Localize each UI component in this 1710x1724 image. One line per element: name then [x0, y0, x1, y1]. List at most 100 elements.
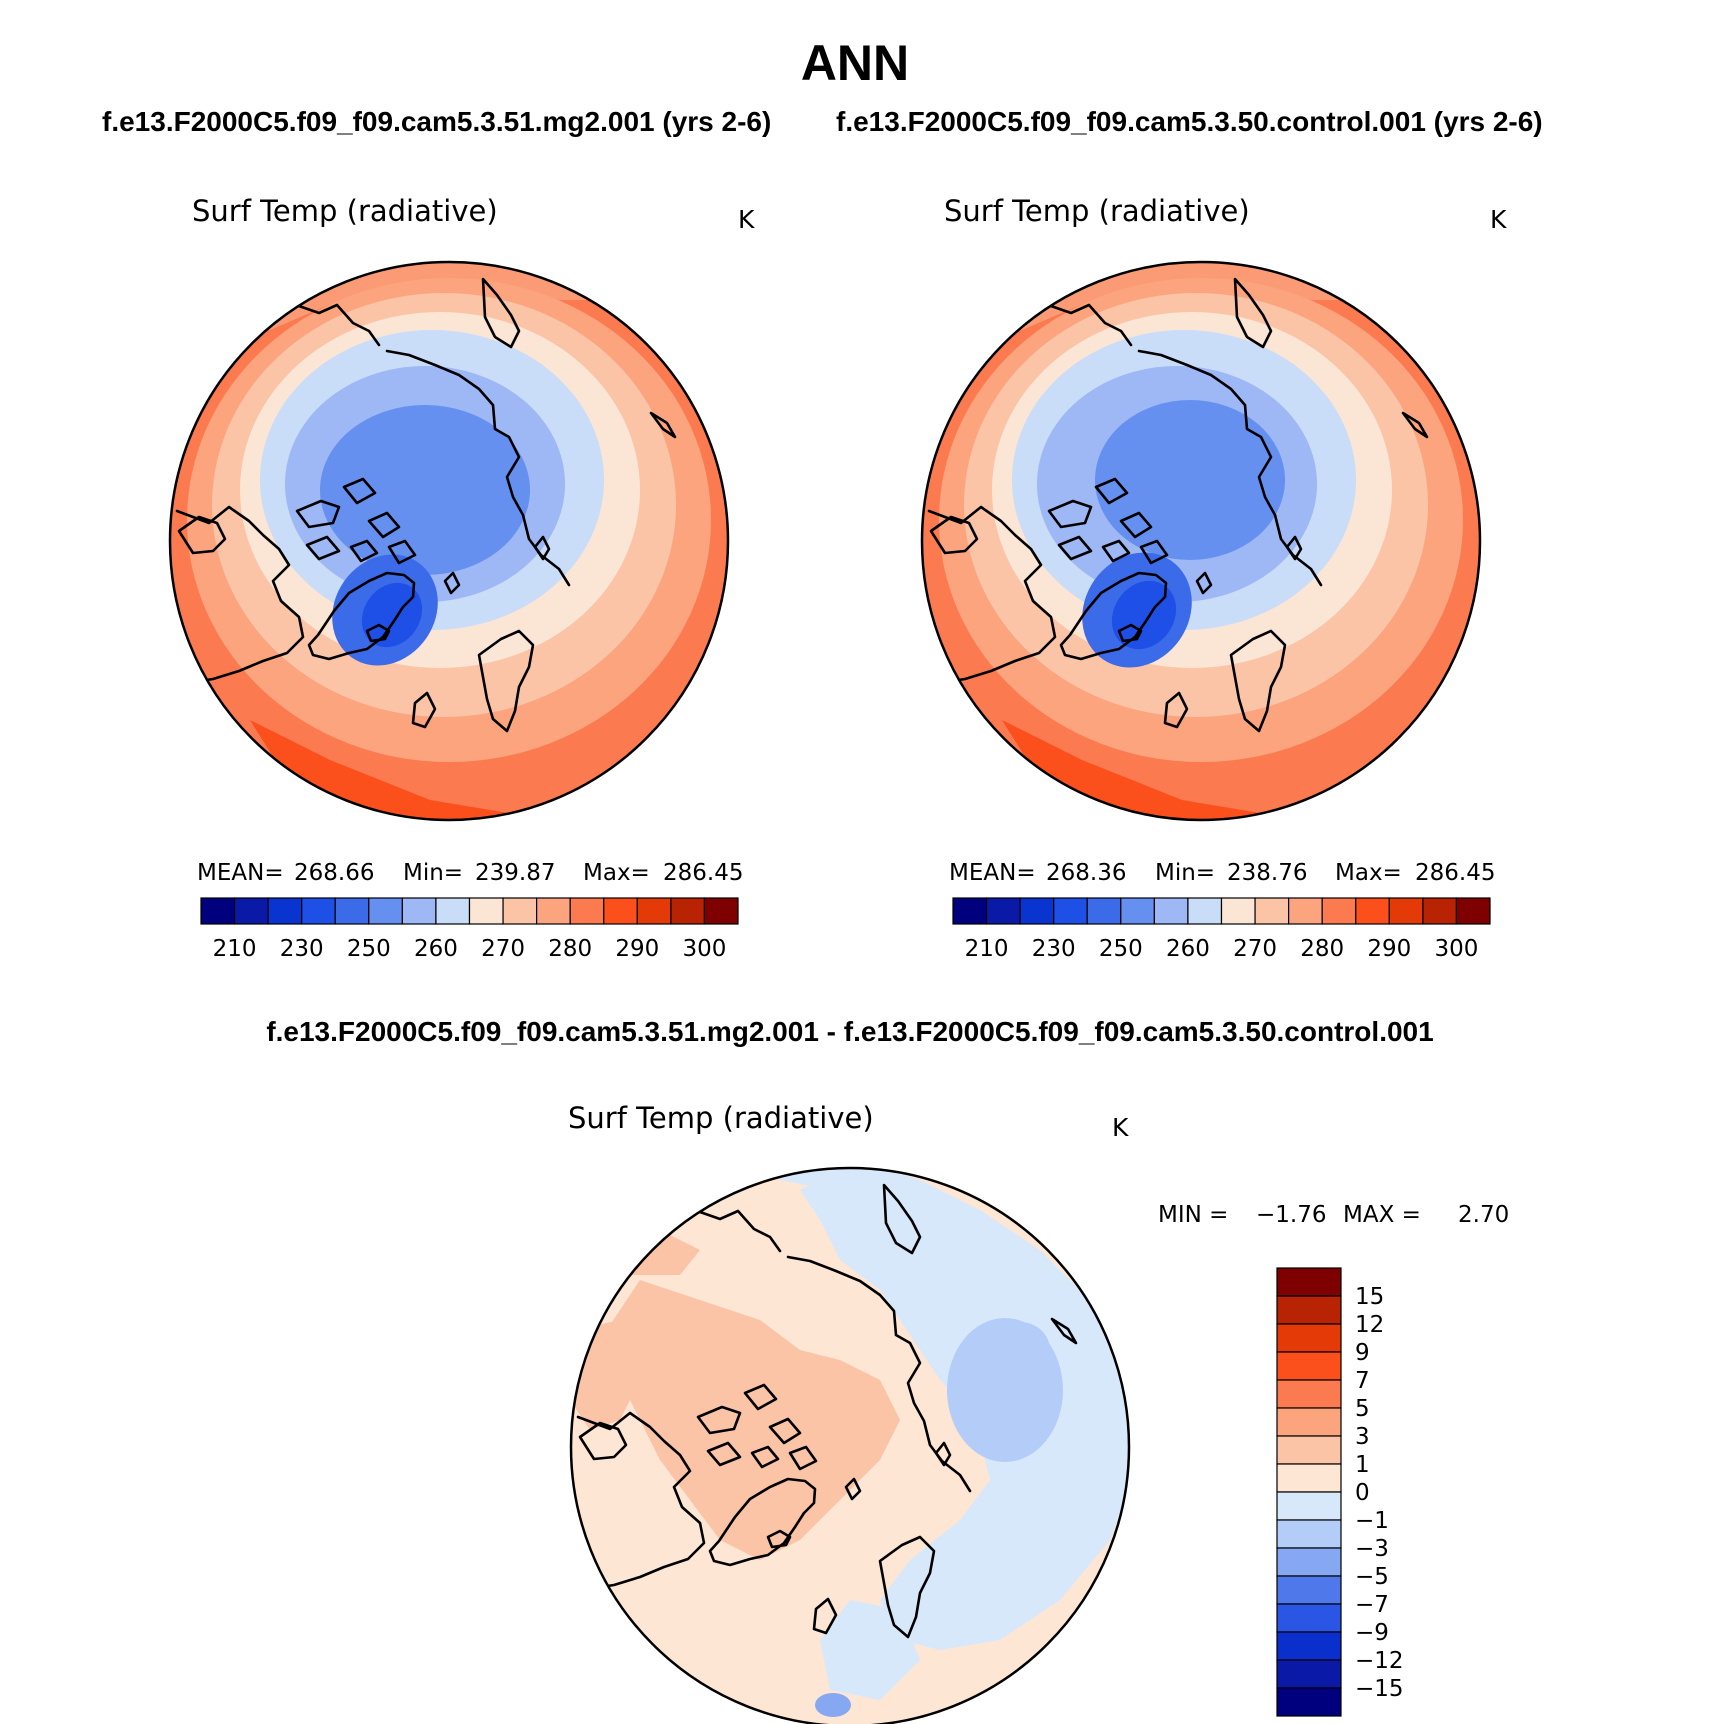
figure-title: ANN: [801, 35, 909, 91]
svg-text:286.45: 286.45: [663, 860, 743, 886]
case-colorbar-swatch-14: [670, 897, 706, 925]
control-colorbar-swatch-7: [1187, 897, 1223, 925]
control-colorbar-tick-label: 230: [1032, 936, 1076, 962]
difference-colorbar-swatch-3: [1276, 1351, 1342, 1381]
control-colorbar-swatch-2: [1019, 897, 1055, 925]
difference-colorbar-swatch-4: [1276, 1379, 1342, 1409]
difference-colorbar-swatch-9: [1276, 1519, 1342, 1549]
control-colorbar-swatch-8: [1220, 897, 1256, 925]
panel-control-units: K: [1490, 205, 1507, 234]
difference-colorbar-tick-label: −1: [1355, 1508, 1389, 1534]
case-colorbar-tick-label: 230: [280, 936, 324, 962]
svg-text:MEAN=: MEAN=: [197, 860, 284, 886]
panel-case-units: K: [738, 205, 755, 234]
control-colorbar-tick-label: 210: [965, 936, 1009, 962]
control-colorbar-tick-label: 290: [1367, 936, 1411, 962]
case-colorbar-swatch-9: [502, 897, 538, 925]
panel-case-variable: Surf Temp (radiative): [192, 194, 498, 228]
svg-text:238.76: 238.76: [1227, 860, 1307, 886]
case-colorbar-swatch-7: [435, 897, 471, 925]
svg-text:MEAN=: MEAN=: [949, 860, 1036, 886]
difference-colorbar-swatch-2: [1276, 1323, 1342, 1353]
difference-colorbar-tick-label: −7: [1355, 1592, 1389, 1618]
difference-colorbar-tick-label: −9: [1355, 1620, 1389, 1646]
svg-text:Max=: Max=: [583, 860, 650, 886]
svg-text:286.45: 286.45: [1415, 860, 1495, 886]
case-colorbar-swatch-15: [703, 897, 739, 925]
panel-difference-stats: MIN = −1.76 MAX = 2.70: [1158, 1202, 1509, 1228]
case-colorbar-tick-label: 300: [682, 936, 726, 962]
panel-difference-units: K: [1112, 1113, 1129, 1142]
case-colorbar-swatch-2: [267, 897, 303, 925]
svg-text:268.36: 268.36: [1046, 860, 1126, 886]
case-colorbar-swatch-12: [603, 897, 638, 925]
difference-colorbar-swatch-11: [1276, 1575, 1342, 1605]
control-colorbar-tick-label: 260: [1166, 936, 1210, 962]
difference-colorbar-tick-label: 1: [1355, 1452, 1370, 1478]
case-colorbar-tick-label: 290: [615, 936, 659, 962]
control-colorbar-swatch-11: [1321, 897, 1357, 925]
control-colorbar-swatch-14: [1422, 897, 1458, 925]
difference-colorbar-tick-label: 3: [1355, 1424, 1370, 1450]
svg-text:268.66: 268.66: [294, 860, 374, 886]
difference-colorbar-swatch-15: [1276, 1687, 1342, 1717]
difference-colorbar-swatch-12: [1276, 1603, 1342, 1633]
case-colorbar-swatch-8: [468, 897, 504, 925]
panel-control-map: Surf Temp (radiative) K MEAN= 268.36 Min…: [920, 194, 1507, 962]
control-colorbar-swatch-15: [1455, 897, 1491, 925]
svg-text:2.70: 2.70: [1458, 1202, 1509, 1228]
case-colorbar-swatch-10: [536, 897, 571, 925]
svg-text:MAX =: MAX =: [1343, 1202, 1421, 1228]
control-colorbar-swatch-10: [1288, 897, 1323, 925]
panel-case-map: Surf Temp (radiative) K MEAN= 268.66 Min…: [168, 194, 755, 962]
case-colorbar-swatch-6: [401, 897, 437, 925]
control-colorbar-tick-label: 250: [1099, 936, 1143, 962]
difference-colorbar-swatch-8: [1276, 1491, 1342, 1521]
difference-colorbar-tick-label: 15: [1355, 1284, 1384, 1310]
difference-colorbar-swatch-0: [1276, 1267, 1342, 1297]
difference-colorbar-tick-label: −3: [1355, 1536, 1389, 1562]
case-colorbar-swatch-3: [301, 897, 336, 925]
case-colorbar-tick-label: 250: [347, 936, 391, 962]
difference-colorbar-tick-label: −15: [1355, 1676, 1404, 1702]
case-colorbar-swatch-5: [368, 897, 403, 925]
control-colorbar-swatch-0: [952, 897, 988, 925]
control-colorbar-swatch-4: [1086, 897, 1122, 925]
difference-colorbar-tick-label: −12: [1355, 1648, 1404, 1674]
panel-difference-map: Surf Temp (radiative) K MIN = −1.76 MAX …: [568, 1101, 1509, 1724]
difference-colorbar-swatch-7: [1276, 1463, 1342, 1493]
difference-colorbar-tick-label: 0: [1355, 1480, 1370, 1506]
control-colorbar-tick-label: 300: [1434, 936, 1478, 962]
panel-control-stats: MEAN= 268.36 Min= 238.76 Max= 286.45: [949, 860, 1495, 886]
case-colorbar-swatch-13: [636, 897, 672, 925]
panel-control-field: [922, 262, 1480, 820]
difference-colorbar-tick-label: 9: [1355, 1340, 1370, 1366]
svg-text:−1.76: −1.76: [1256, 1202, 1326, 1228]
panel-control-variable: Surf Temp (radiative): [944, 194, 1250, 228]
control-colorbar-tick-label: 280: [1300, 936, 1344, 962]
panel-case-colorbar: 210 230 250 260 270 280 290 300: [200, 897, 739, 962]
difference-colorbar-tick-label: −5: [1355, 1564, 1389, 1590]
case-colorbar-swatch-1: [233, 897, 269, 925]
difference-colorbar-swatch-1: [1276, 1295, 1342, 1325]
difference-title: f.e13.F2000C5.f09_f09.cam5.3.51.mg2.001 …: [266, 1016, 1433, 1047]
case-colorbar-tick-label: 270: [481, 936, 525, 962]
svg-text:Min=: Min=: [403, 860, 463, 886]
difference-colorbar-tick-label: 7: [1355, 1368, 1370, 1394]
control-colorbar-swatch-1: [985, 897, 1021, 925]
difference-colorbar-tick-label: 5: [1355, 1396, 1370, 1422]
difference-colorbar-swatch-5: [1276, 1407, 1342, 1437]
svg-text:MIN =: MIN =: [1158, 1202, 1228, 1228]
control-colorbar-swatch-12: [1355, 897, 1390, 925]
panel-case-stats: MEAN= 268.66 Min= 239.87 Max= 286.45: [197, 860, 743, 886]
case-colorbar-tick-label: 210: [213, 936, 257, 962]
case-colorbar-swatch-0: [200, 897, 236, 925]
difference-colorbar-swatch-13: [1276, 1631, 1342, 1661]
case-colorbar-tick-label: 260: [414, 936, 458, 962]
case-colorbar-swatch-4: [334, 897, 370, 925]
svg-text:Max=: Max=: [1335, 860, 1402, 886]
control-colorbar-swatch-3: [1053, 897, 1088, 925]
control-colorbar-tick-label: 270: [1233, 936, 1277, 962]
